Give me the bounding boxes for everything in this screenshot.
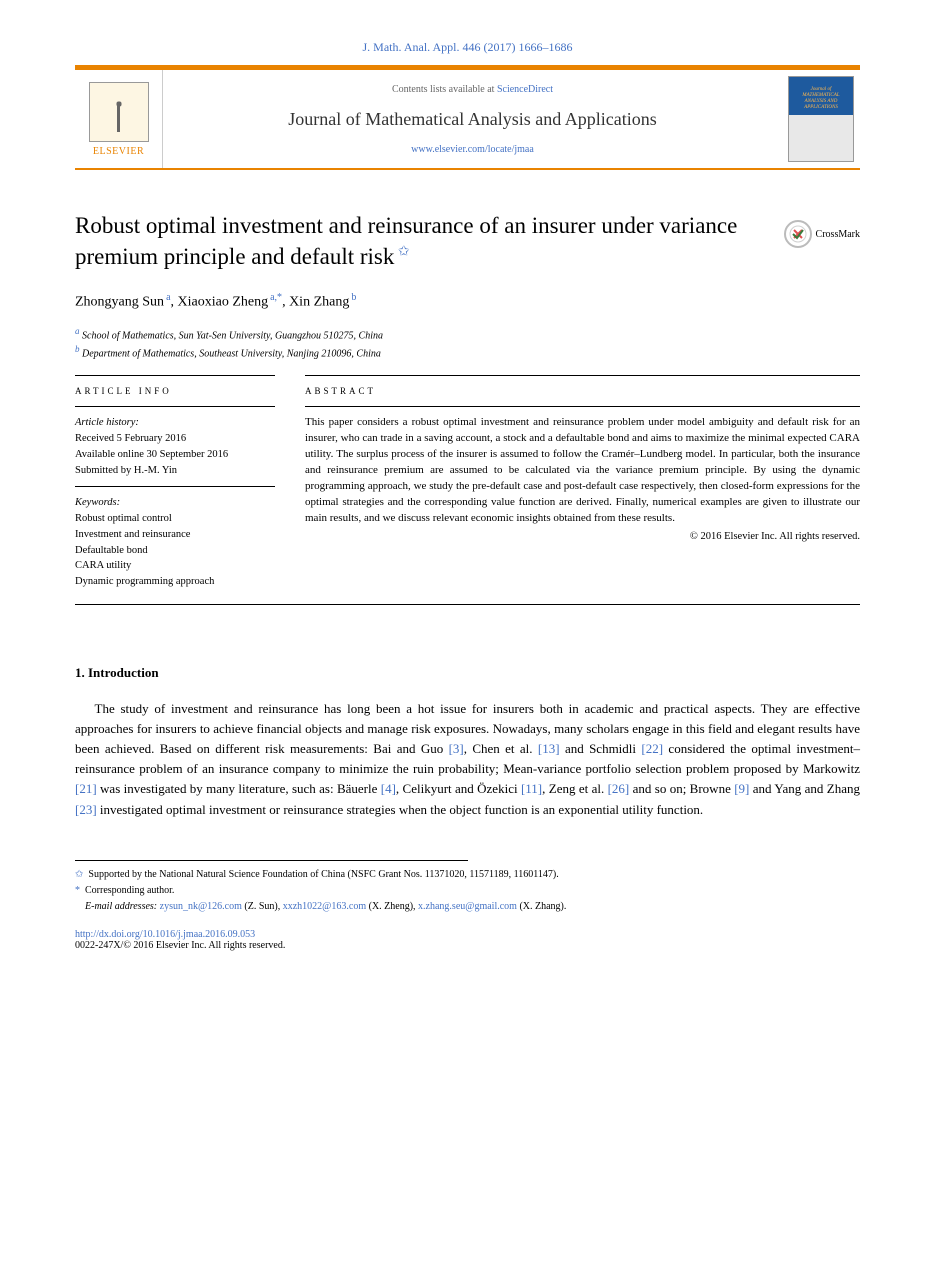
crossmark-icon bbox=[784, 220, 812, 248]
authors-line: Zhongyang Sun a, Xiaoxiao Zheng a,*, Xin… bbox=[75, 292, 860, 311]
journal-locate-link[interactable]: www.elsevier.com/locate/jmaa bbox=[173, 144, 772, 155]
abstract-copyright: © 2016 Elsevier Inc. All rights reserved… bbox=[305, 531, 860, 542]
funding-marker-icon: ✩ bbox=[75, 869, 83, 880]
publisher-name: ELSEVIER bbox=[93, 146, 144, 157]
issn-line: 0022-247X/© 2016 Elsevier Inc. All right… bbox=[75, 940, 285, 951]
section-heading-intro: 1. Introduction bbox=[75, 665, 860, 681]
received-date: Received 5 February 2016 bbox=[75, 431, 275, 447]
journal-reference: J. Math. Anal. Appl. 446 (2017) 1666–168… bbox=[75, 40, 860, 55]
funding-star-icon: ✩ bbox=[394, 244, 409, 259]
online-date: Available online 30 September 2016 bbox=[75, 447, 275, 463]
elsevier-tree-icon bbox=[89, 82, 149, 142]
publisher-logo[interactable]: ELSEVIER bbox=[75, 70, 163, 168]
intro-paragraph: The study of investment and reinsurance … bbox=[75, 699, 860, 820]
journal-header: ELSEVIER Contents lists available at Sci… bbox=[75, 65, 860, 170]
contents-list-line: Contents lists available at ScienceDirec… bbox=[173, 84, 772, 95]
crossmark-badge[interactable]: CrossMark bbox=[784, 220, 860, 248]
article-title-text: Robust optimal investment and reinsuranc… bbox=[75, 213, 737, 269]
contents-prefix: Contents lists available at bbox=[392, 84, 497, 95]
email-label: E-mail addresses: bbox=[85, 901, 157, 912]
journal-cover-thumb[interactable]: Journal of MATHEMATICAL ANALYSIS AND APP… bbox=[782, 70, 860, 168]
affiliations: a School of Mathematics, Sun Yat-Sen Uni… bbox=[75, 325, 860, 362]
sciencedirect-link[interactable]: ScienceDirect bbox=[497, 84, 553, 95]
keywords-label: Keywords: bbox=[75, 495, 275, 511]
article-title: Robust optimal investment and reinsuranc… bbox=[75, 210, 764, 272]
submitted-by: Submitted by H.-M. Yin bbox=[75, 463, 275, 479]
journal-title: Journal of Mathematical Analysis and App… bbox=[173, 109, 772, 130]
emails-line: zysun_nk@126.com (Z. Sun), xxzh1022@163.… bbox=[160, 901, 567, 912]
doi-block: http://dx.doi.org/10.1016/j.jmaa.2016.09… bbox=[75, 929, 860, 951]
corresponding-note: Corresponding author. bbox=[85, 885, 174, 896]
abstract-label: ABSTRACT bbox=[305, 386, 860, 396]
abstract-text: This paper considers a robust optimal in… bbox=[305, 415, 860, 527]
keywords-list: Robust optimal controlInvestment and rei… bbox=[75, 511, 275, 590]
history-label: Article history: bbox=[75, 415, 275, 431]
cover-text: Journal of MATHEMATICAL ANALYSIS AND APP… bbox=[793, 87, 849, 111]
funding-note: Supported by the National Natural Scienc… bbox=[88, 869, 558, 880]
corresponding-marker-icon: * bbox=[75, 885, 80, 896]
article-info-block: Article history: Received 5 February 201… bbox=[75, 406, 275, 590]
crossmark-label: CrossMark bbox=[816, 229, 860, 240]
article-info-label: ARTICLE INFO bbox=[75, 386, 275, 396]
footnotes: ✩ Supported by the National Natural Scie… bbox=[75, 860, 468, 915]
doi-link[interactable]: http://dx.doi.org/10.1016/j.jmaa.2016.09… bbox=[75, 929, 255, 940]
